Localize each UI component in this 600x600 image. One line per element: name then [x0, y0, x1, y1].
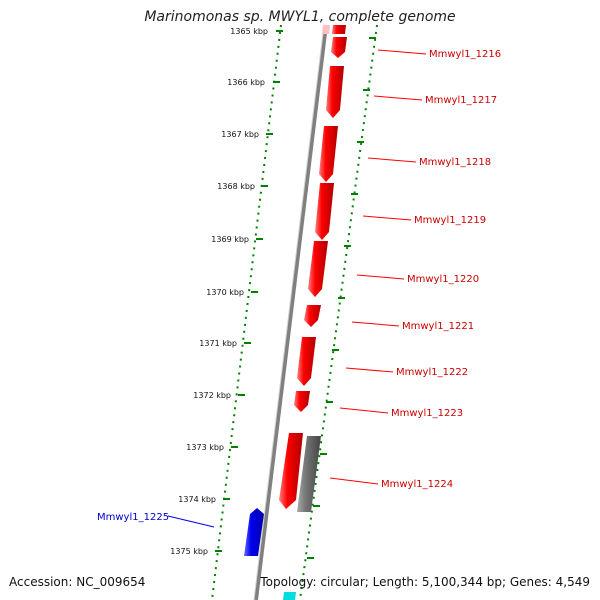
tick-label: 1366 kbp — [227, 78, 265, 87]
gene-arrow-mmwyl1-1222[interactable] — [297, 337, 316, 386]
gene-arrow-mmwyl1-1219[interactable] — [315, 183, 334, 240]
right-lane-ticks — [307, 37, 376, 559]
feature-top-partial — [332, 25, 346, 34]
gene-arrow-mmwyl1-1220[interactable] — [308, 241, 328, 297]
right-tick-lane — [299, 24, 378, 600]
gene-label-mmwyl1-1221[interactable]: Mmwyl1_1221 — [402, 321, 474, 332]
tick-label: 1375 kbp — [170, 547, 208, 556]
feature-band — [220, 25, 372, 600]
backbone-highlight — [253, 24, 325, 600]
gene-arrow-mmwyl1-1225[interactable] — [244, 508, 264, 556]
tick-label: 1371 kbp — [199, 339, 237, 348]
topology-text: Topology: circular; Length: 5,100,344 bp… — [260, 575, 590, 589]
feature-grey-block[interactable] — [297, 436, 321, 512]
gene-arrow-mmwyl1-1221[interactable] — [304, 305, 321, 327]
gene-label-mmwyl1-1223[interactable]: Mmwyl1_1223 — [391, 408, 463, 419]
map-title: Marinomonas sp. MWYL1, complete genome — [144, 9, 456, 25]
feature-top-light — [322, 25, 330, 34]
gene-label-mmwyl1-1225[interactable]: Mmwyl1_1225 — [97, 512, 169, 523]
tick-label: 1373 kbp — [186, 443, 224, 452]
kbp-ticks: 1365 kbp 1366 kbp 1367 kbp 1368 kbp 1369… — [170, 27, 283, 556]
gene-label-mmwyl1-1217[interactable]: Mmwyl1_1217 — [425, 95, 497, 106]
gene-arrow-mmwyl1-1224[interactable] — [279, 433, 303, 509]
tick-label: 1372 kbp — [193, 391, 231, 400]
gene-arrow-mmwyl1-1223[interactable] — [294, 391, 310, 412]
gene-label-mmwyl1-1218[interactable]: Mmwyl1_1218 — [419, 157, 491, 168]
tick-label: 1368 kbp — [217, 182, 255, 191]
tick-label: 1369 kbp — [211, 235, 249, 244]
feature-bottom-cyan — [283, 592, 296, 600]
gene-arrow-mmwyl1-1218[interactable] — [319, 126, 338, 182]
gene-labels: Mmwyl1_1216 Mmwyl1_1217 Mmwyl1_1218 Mmwy… — [97, 49, 501, 523]
gene-arrow-mmwyl1-1217[interactable] — [326, 66, 344, 118]
gene-label-mmwyl1-1219[interactable]: Mmwyl1_1219 — [414, 215, 486, 226]
gene-features — [244, 37, 347, 556]
accession-text: Accession: NC_009654 — [9, 575, 146, 589]
gene-label-mmwyl1-1220[interactable]: Mmwyl1_1220 — [407, 274, 479, 285]
tick-label: 1367 kbp — [221, 130, 259, 139]
gene-label-mmwyl1-1216[interactable]: Mmwyl1_1216 — [429, 49, 501, 60]
label-connectors — [167, 49, 427, 528]
gene-arrow-mmwyl1-1216[interactable] — [331, 37, 347, 58]
tick-label: 1374 kbp — [178, 495, 216, 504]
tick-label: 1365 kbp — [230, 27, 268, 36]
tick-label: 1370 kbp — [206, 288, 244, 297]
genome-backbone — [254, 24, 328, 600]
gene-label-mmwyl1-1224[interactable]: Mmwyl1_1224 — [381, 479, 453, 490]
gene-label-mmwyl1-1222[interactable]: Mmwyl1_1222 — [396, 367, 468, 378]
